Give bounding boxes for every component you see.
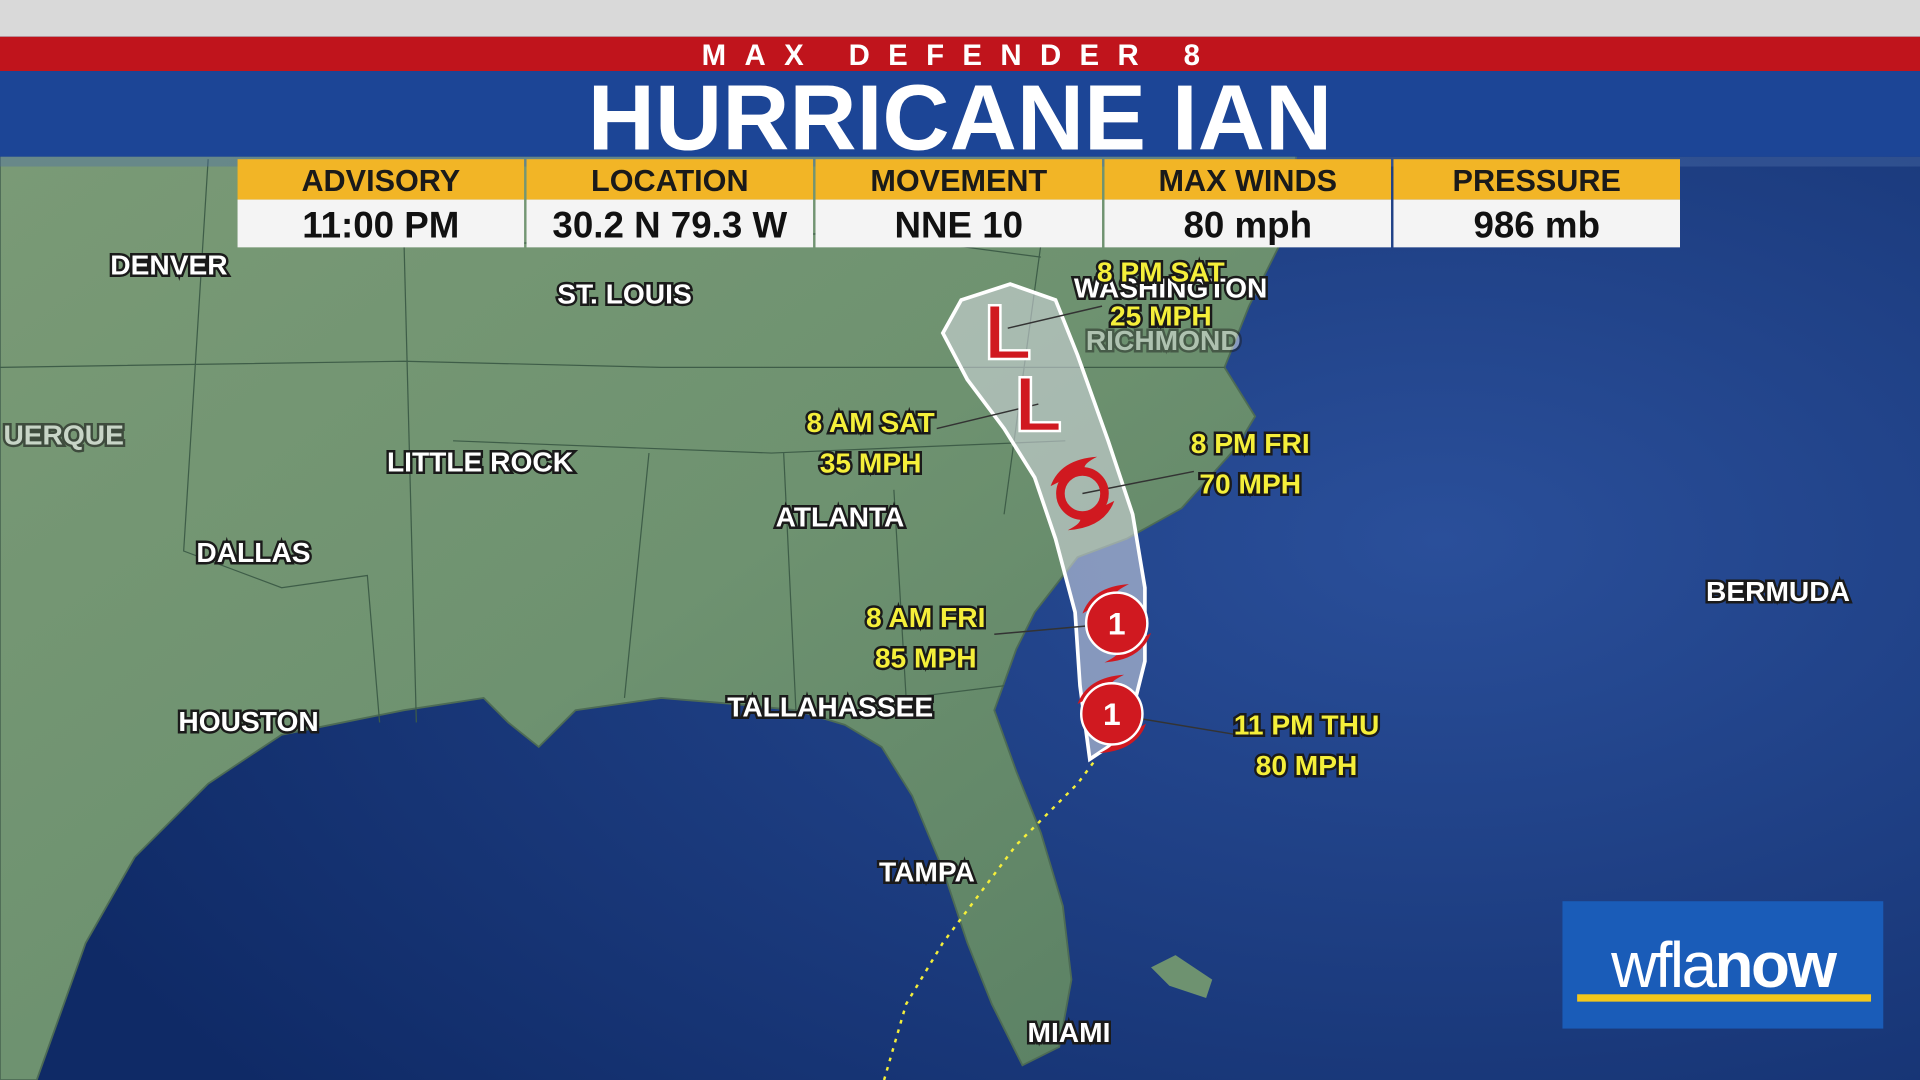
city: HOUSTON — [178, 706, 318, 737]
column-value: NNE 10 — [894, 205, 1023, 246]
logo-box — [1562, 901, 1884, 1029]
forecast-time: 11 PM THU — [1234, 710, 1380, 741]
bahamas — [1151, 955, 1213, 998]
tropical-storm-icon — [1050, 456, 1115, 531]
value-cell — [237, 199, 525, 248]
header-cell — [815, 159, 1103, 200]
forecast-time: 8 PM SAT — [1097, 257, 1225, 288]
title: HURRICANE IAN — [588, 65, 1332, 169]
brand: MAX DEFENDER 8 — [702, 39, 1219, 72]
city: BERMUDA — [1706, 576, 1850, 607]
column-label: PRESSURE — [1453, 164, 1621, 198]
logo-part: wfla — [1610, 930, 1717, 1001]
city: ATLANTA — [776, 502, 905, 533]
value-cell — [1104, 199, 1392, 248]
header-cell — [237, 159, 525, 200]
hurricane-icon: 1 — [1077, 674, 1147, 754]
column-value: 11:00 PM — [302, 205, 459, 246]
city: MIAMI — [1028, 1017, 1111, 1048]
value-cell — [1393, 199, 1680, 248]
header: MAX DEFENDER 8 HURRICANE IAN — [0, 0, 1920, 169]
info-table: ADVISORY 11:00 PM LOCATION 30.2 N 79.3 W MOV… — [237, 159, 1680, 248]
city-labels: DENVER ST. LOUIS WASHINGTON RICHMOND UER… — [1, 247, 1852, 1051]
forecast-labels: 8 PM SAT 25 MPH 8 AM SAT 35 MPH 8 PM FRI… — [804, 254, 1382, 783]
header-cell — [1393, 159, 1680, 200]
low-symbol: L — [984, 288, 1032, 376]
column-label: ADVISORY — [301, 164, 460, 198]
category: 1 — [1108, 605, 1126, 641]
city: DENVER — [110, 249, 227, 280]
top-strip — [0, 0, 1920, 37]
header-cell — [526, 159, 814, 200]
city: DALLAS — [196, 537, 310, 568]
category: 1 — [1103, 696, 1121, 732]
city: WASHINGTON — [1074, 273, 1267, 304]
past-track — [882, 758, 1097, 1080]
title-band — [0, 71, 1920, 157]
value-cell — [815, 199, 1103, 248]
forecast-wind: 35 MPH — [820, 448, 922, 479]
logo-text: wflanow — [1610, 930, 1837, 1001]
column-value: 30.2 N 79.3 W — [552, 205, 787, 246]
forecast-time: 8 PM FRI — [1191, 428, 1310, 459]
column-value: 80 mph — [1183, 205, 1312, 246]
storm-symbols: 1 1 L L — [983, 287, 1152, 754]
value-cell — [526, 199, 814, 248]
column-value: 986 mb — [1473, 205, 1600, 246]
logo-part: now — [1715, 930, 1838, 1001]
city: UERQUE — [3, 419, 123, 450]
forecast-time: 8 AM FRI — [866, 602, 985, 633]
header-cell — [1104, 159, 1392, 200]
low-symbol: L — [1014, 360, 1062, 448]
forecast-time: 8 AM SAT — [806, 407, 934, 438]
city: ST. LOUIS — [557, 279, 692, 310]
forecast-wind: 80 MPH — [1256, 750, 1358, 781]
city: TAMPA — [879, 857, 975, 888]
logo: wflanow — [1562, 901, 1884, 1029]
brand-band — [0, 36, 1920, 72]
city: LITTLE ROCK — [387, 446, 574, 477]
column-label: MOVEMENT — [870, 164, 1047, 198]
city: RICHMOND — [1086, 325, 1241, 356]
column-label: MAX WINDS — [1158, 164, 1337, 198]
forecast-wind: 70 MPH — [1199, 468, 1301, 499]
column-label: LOCATION — [591, 164, 749, 198]
logo-underline — [1577, 994, 1872, 1002]
forecast-wind: 85 MPH — [875, 642, 977, 673]
hurricane-icon: 1 — [1082, 584, 1152, 663]
city: TALLAHASSEE — [727, 691, 933, 722]
forecast-wind: 25 MPH — [1110, 301, 1212, 332]
